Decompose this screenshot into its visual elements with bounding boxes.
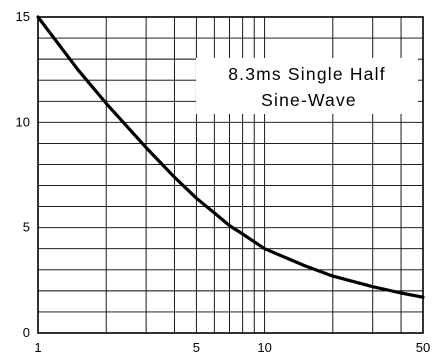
y-tick-label: 5 <box>23 220 30 235</box>
annotation-line-1: 8.3ms Single Half <box>228 64 386 84</box>
plot-frame <box>37 16 424 334</box>
y-tick-label: 0 <box>23 325 30 340</box>
x-tick-label: 5 <box>193 340 200 355</box>
y-tick-label: 15 <box>16 9 30 24</box>
y-tick-label: 10 <box>16 114 30 129</box>
x-tick-label: 50 <box>416 340 430 355</box>
annotation: 8.3ms Single Half Sine-Wave <box>196 58 418 114</box>
series-curve <box>36 15 425 299</box>
x-tick-label: 1 <box>34 340 41 355</box>
annotation-background <box>196 58 418 114</box>
annotation-line-2: Sine-Wave <box>261 90 357 110</box>
curve-layer <box>36 15 425 299</box>
x-tick-label: 10 <box>257 340 271 355</box>
